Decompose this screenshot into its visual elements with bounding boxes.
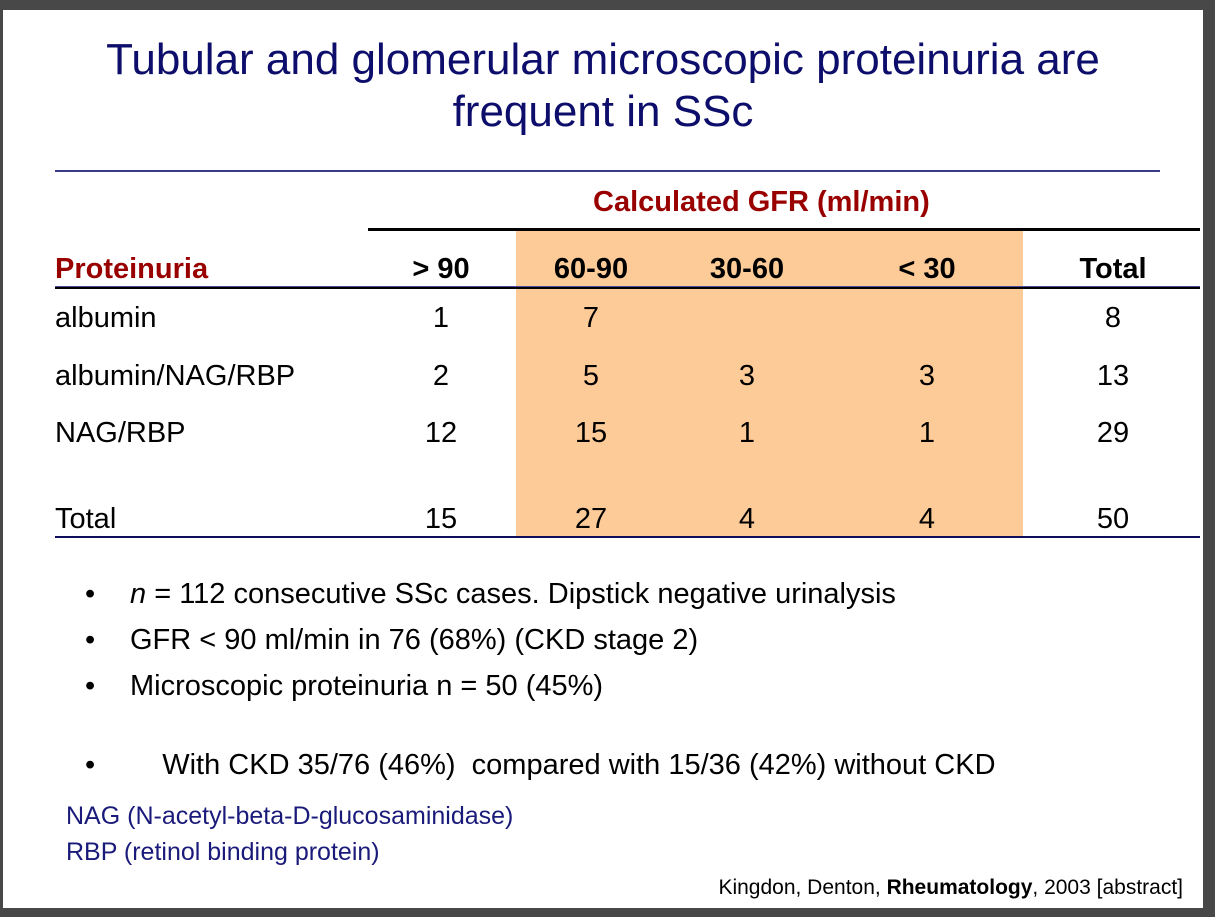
- table-cell: 8: [1104, 302, 1122, 334]
- citation-journal: Rheumatology: [886, 876, 1033, 899]
- table-cell: 1: [918, 417, 936, 449]
- bullet-text: With CKD 35/76 (46%) compared with 15/36…: [162, 749, 996, 781]
- row-label-total: Total: [55, 503, 117, 535]
- slide-title: Tubular and glomerular microscopic prote…: [3, 34, 1203, 138]
- table-cell: 1: [432, 302, 450, 334]
- bullet-item: • n = 112 consecutive SSc cases. Dipstick…: [85, 578, 896, 611]
- citation: Kingdon, Denton, Rheumatology, 2003 [abs…: [718, 876, 1183, 900]
- bullet-dot: •: [85, 670, 96, 702]
- gfr-group-header: Calculated GFR (ml/min): [593, 186, 930, 218]
- table-cell: 13: [1096, 360, 1130, 392]
- table-cell: 3: [918, 360, 936, 392]
- bullet-dot: •: [85, 624, 96, 656]
- bullet-text: GFR < 90 ml/min in 76 (68%) (CKD stage 2…: [130, 624, 699, 656]
- table-cell: 1: [738, 417, 756, 449]
- col-header-30-60: 30-60: [709, 253, 785, 285]
- proteinuria-header: Proteinuria: [55, 253, 209, 285]
- row-label: albumin/NAG/RBP: [55, 360, 296, 392]
- table-cell: 12: [424, 417, 458, 449]
- italic-n: n: [130, 578, 147, 610]
- note-rbp: RBP (retinol binding protein): [66, 838, 380, 866]
- table-cell: 15: [574, 417, 608, 449]
- title-line-1: Tubular and glomerular microscopic prote…: [106, 35, 1100, 84]
- row-label: NAG/RBP: [55, 417, 186, 449]
- bullet-dot: •: [85, 749, 96, 781]
- table-cell: 50: [1096, 503, 1130, 535]
- highlight-block: [516, 230, 1023, 537]
- bullet-item: • With CKD 35/76 (46%) compared with 15/3…: [85, 716, 996, 815]
- table-cell: 4: [918, 503, 936, 535]
- table-cell: 7: [582, 302, 600, 334]
- table-cell: 5: [582, 360, 600, 392]
- col-header-total: Total: [1079, 253, 1147, 285]
- bullet-text: = 112 consecutive SSc cases. Dipstick ne…: [146, 578, 896, 610]
- note-nag: NAG (N-acetyl-beta-D-glucosaminidase): [66, 802, 514, 830]
- bullet-dot: •: [85, 578, 96, 610]
- table-cell: 4: [738, 503, 756, 535]
- col-header-60-90: 60-90: [553, 253, 629, 285]
- table-cell: 29: [1096, 417, 1130, 449]
- table-cell: 27: [574, 503, 608, 535]
- header-rule: [55, 286, 1200, 289]
- table-bottom-rule: [55, 536, 1200, 538]
- title-line-2: frequent in SSc: [452, 87, 754, 136]
- table-cell: 15: [424, 503, 458, 535]
- bullet-item: • Microscopic proteinuria n = 50 (45%): [85, 670, 604, 703]
- citation-year: , 2003 [abstract]: [1032, 876, 1183, 899]
- title-divider: [55, 170, 1160, 172]
- table-cell: 2: [432, 360, 450, 392]
- table-cell: 3: [738, 360, 756, 392]
- citation-authors: Kingdon, Denton,: [718, 876, 887, 899]
- col-header-lt30: < 30: [898, 253, 956, 285]
- bullet-text: Microscopic proteinuria n = 50 (45%): [130, 670, 604, 702]
- group-header-rule: [368, 228, 1200, 231]
- slide: Tubular and glomerular microscopic prote…: [3, 10, 1203, 908]
- bullet-item: • GFR < 90 ml/min in 76 (68%) (CKD stage …: [85, 624, 699, 657]
- row-label: albumin: [55, 302, 157, 334]
- col-header-gt90: > 90: [412, 253, 470, 285]
